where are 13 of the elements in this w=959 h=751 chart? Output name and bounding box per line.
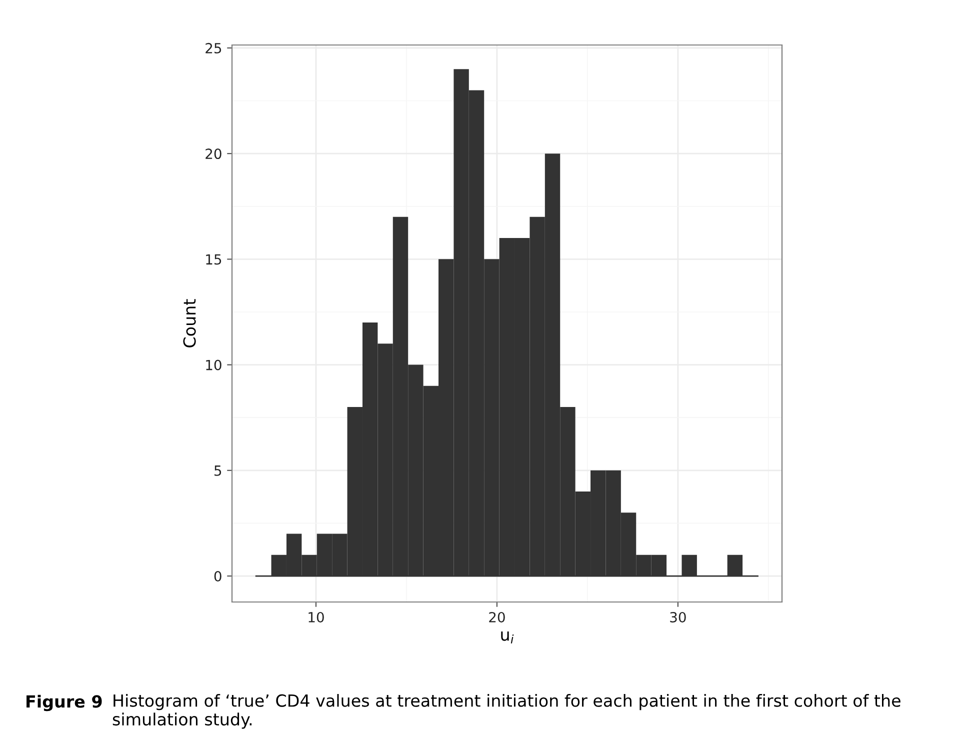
y-tick-label: 15 — [206, 254, 222, 265]
y-tick-label: 5 — [214, 466, 222, 476]
text: Histogram of ‘true’ CD4 values at treatment initiation for each patient in the first cohort of the simulation study. — [112, 694, 900, 729]
x-axis-title: u$_{i}$ — [501, 631, 514, 644]
y-tick-label: 20 — [206, 148, 222, 160]
y-tick-label: 0 — [214, 570, 222, 582]
y-tick-label: 10 — [206, 360, 222, 370]
x-tick-label: 20 — [489, 612, 505, 622]
caption: Figure 9 — [26, 694, 102, 712]
y-axis-title: Count — [183, 299, 196, 348]
y-tick-label: 25 — [206, 42, 222, 54]
x-tick-label: 10 — [308, 612, 324, 622]
x-tick-label: 30 — [670, 612, 686, 622]
